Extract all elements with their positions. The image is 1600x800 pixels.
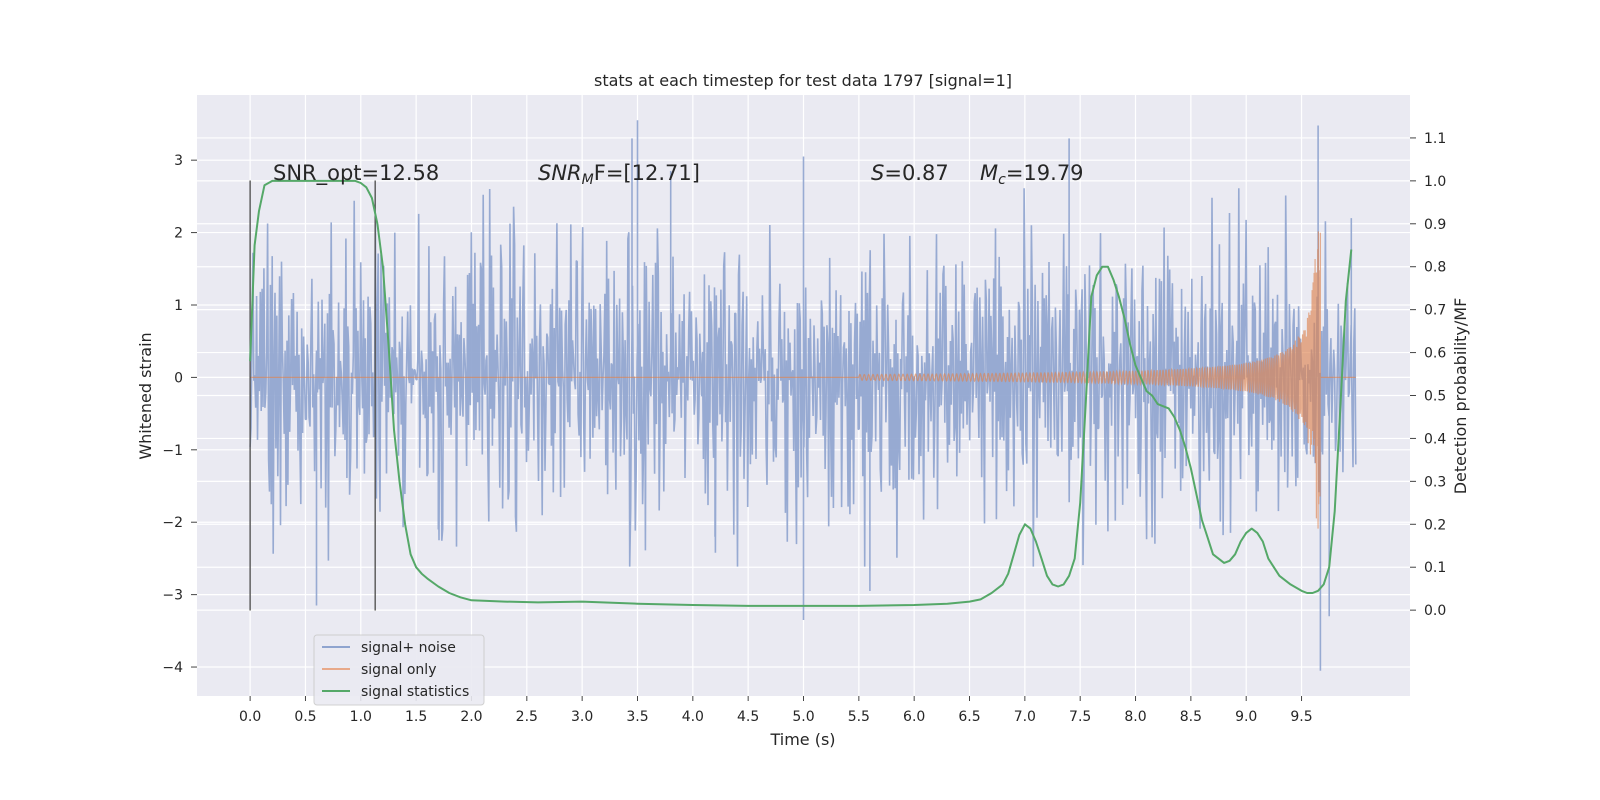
x-tick-label-18: 9.0 xyxy=(1235,709,1257,725)
x-tick-label-7: 3.5 xyxy=(626,709,648,725)
x-tick-label-14: 7.0 xyxy=(1014,709,1036,725)
annotation-snr-opt: SNR_opt=12.58 xyxy=(273,161,439,186)
y-right-tick-label-7: 0.4 xyxy=(1424,431,1446,447)
vertical-markers xyxy=(249,180,376,611)
annotation-mc: Mc=19.79 xyxy=(980,161,1084,188)
x-tick-label-12: 6.0 xyxy=(903,709,925,725)
y-right-tick-label-5: 0.6 xyxy=(1424,346,1446,362)
y-right-tick-label-3: 0.8 xyxy=(1424,260,1446,276)
signal-statistics-line xyxy=(249,179,1353,607)
annotation-mc-main: M xyxy=(980,161,998,185)
x-tick-label-3: 1.5 xyxy=(405,709,427,725)
x-axis-label: Time (s) xyxy=(769,730,835,749)
y-axis-ticks: 3 2 1 0 −1 −2 −3 −4 xyxy=(162,153,197,676)
y-tick-label-7: −4 xyxy=(162,660,183,676)
legend-label-signal-statistics: signal statistics xyxy=(361,684,469,700)
annotation-mc-rest: =19.79 xyxy=(1006,161,1084,185)
y-right-tick-label-6: 0.5 xyxy=(1424,389,1446,405)
x-tick-label-4: 2.0 xyxy=(460,709,482,725)
signal-only-series xyxy=(250,231,1356,529)
y-right-tick-label-11: 0.0 xyxy=(1424,603,1446,619)
annotation-s-main: S xyxy=(871,161,884,185)
y-tick-label-1: 2 xyxy=(174,226,183,242)
y-axis-right-ticks: 1.1 1.0 0.9 0.8 0.7 0.6 0.5 0.4 0.3 0.2 0.1 0.0 xyxy=(1410,131,1446,619)
annotation-snr-mf-rest: F=[12.71] xyxy=(594,161,700,185)
y-tick-label-4: −1 xyxy=(162,443,183,459)
x-tick-label-16: 8.0 xyxy=(1124,709,1146,725)
signal-plus-noise-series xyxy=(249,120,1357,671)
x-tick-label-17: 8.5 xyxy=(1180,709,1202,725)
y-right-tick-label-10: 0.1 xyxy=(1424,560,1446,576)
signal-only-line xyxy=(250,231,1356,529)
y-tick-label-6: −3 xyxy=(162,588,183,604)
legend-box xyxy=(313,634,485,706)
y-right-tick-label-1: 1.0 xyxy=(1424,174,1446,190)
y-tick-label-3: 0 xyxy=(174,370,183,386)
y-tick-label-0: 3 xyxy=(174,153,183,169)
y-axis-label: Whitened strain xyxy=(136,332,155,459)
x-tick-label-1: 0.5 xyxy=(294,709,316,725)
x-tick-label-10: 5.0 xyxy=(792,709,814,725)
x-tick-label-0: 0.0 xyxy=(239,709,261,725)
legend-label-signal-only: signal only xyxy=(361,662,436,678)
y-right-tick-label-8: 0.3 xyxy=(1424,474,1446,490)
x-tick-label-9: 4.5 xyxy=(737,709,759,725)
x-tick-label-15: 7.5 xyxy=(1069,709,1091,725)
y-axis-right-label: Detection probability/MF xyxy=(1451,298,1470,495)
y-tick-label-5: −2 xyxy=(162,515,183,531)
x-tick-label-13: 6.5 xyxy=(958,709,980,725)
y-right-tick-label-9: 0.2 xyxy=(1424,517,1446,533)
annotation-s: S=0.87 xyxy=(871,161,949,185)
legend: signal+ noise signal only signal statist… xyxy=(313,634,485,706)
x-tick-label-2: 1.0 xyxy=(350,709,372,725)
legend-label-signal-noise: signal+ noise xyxy=(361,640,456,656)
y-right-tick-label-2: 0.9 xyxy=(1424,217,1446,233)
x-tick-label-5: 2.5 xyxy=(516,709,538,725)
annotation-snr-mf-sub: M xyxy=(582,172,594,188)
x-tick-label-6: 3.0 xyxy=(571,709,593,725)
annotation-s-rest: =0.87 xyxy=(884,161,948,185)
signal-statistics-series xyxy=(249,179,1353,607)
y-right-tick-label-0: 1.1 xyxy=(1424,131,1446,147)
annotation-snr-mf-main: SNR xyxy=(538,161,582,185)
signal-noise-line xyxy=(249,120,1357,671)
x-tick-label-19: 9.5 xyxy=(1290,709,1312,725)
annotation-snr-mf: SNRMF=[12.71] xyxy=(538,161,700,188)
x-axis-ticks: 0.0 0.5 1.0 1.5 2.0 2.5 3.0 3.5 4.0 4.5 5.0 5.5 6.0 6… xyxy=(239,696,1313,725)
annotation-mc-sub: c xyxy=(998,172,1006,188)
x-tick-label-8: 4.0 xyxy=(682,709,704,725)
y-right-tick-label-4: 0.7 xyxy=(1424,303,1446,319)
x-tick-label-11: 5.5 xyxy=(848,709,870,725)
y-tick-label-2: 1 xyxy=(174,298,183,314)
chart-title: stats at each timestep for test data 179… xyxy=(594,71,1012,90)
